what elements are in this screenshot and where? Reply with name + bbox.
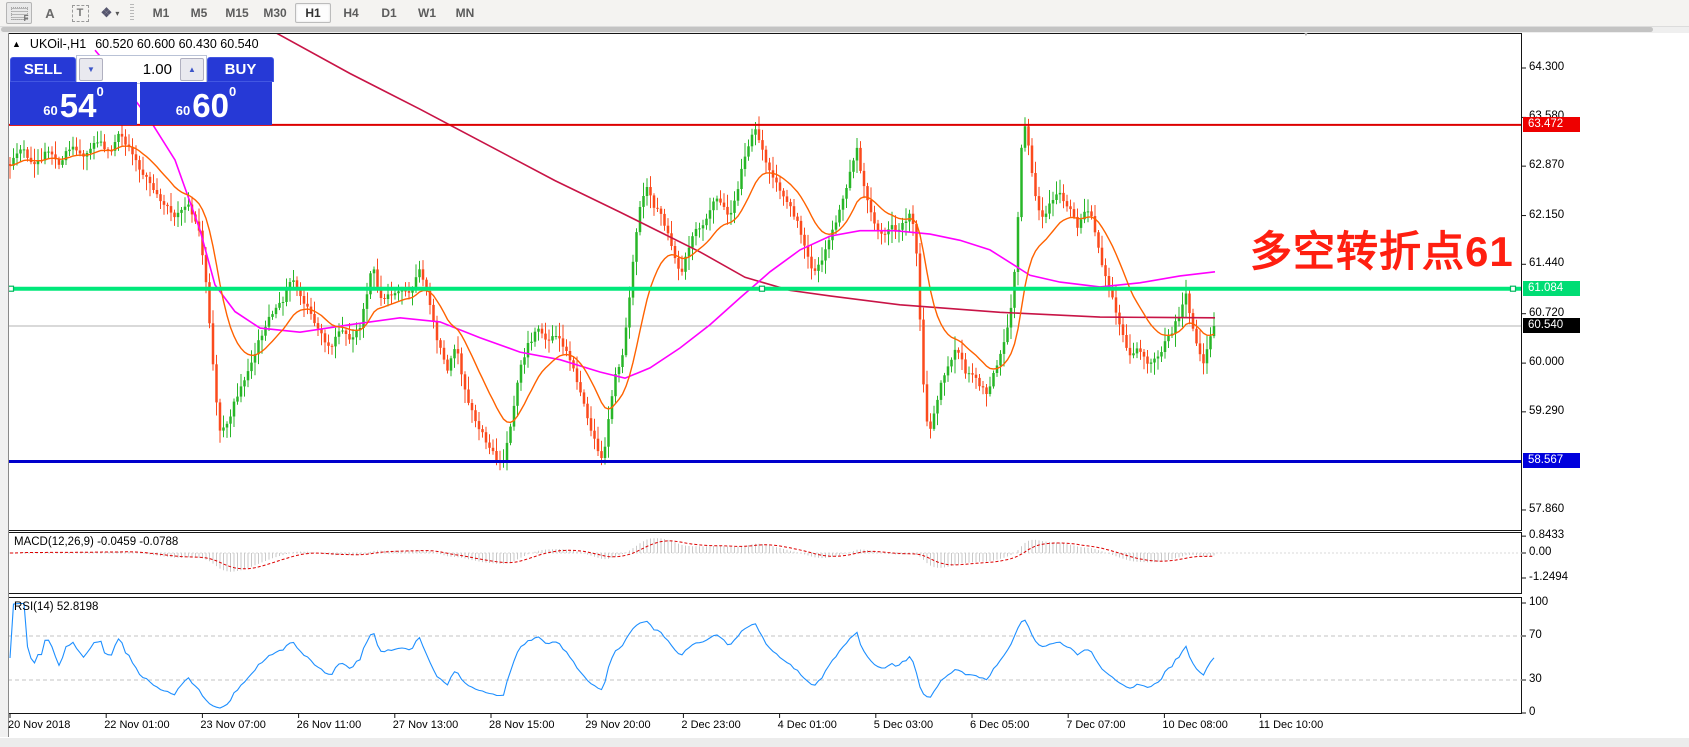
buy-price-main: 60 xyxy=(192,87,229,124)
buy-price-pip: 0 xyxy=(228,84,237,99)
toolbar-drag-handle[interactable] xyxy=(130,4,134,22)
scrollbar-thumb[interactable] xyxy=(1,27,1653,32)
macd-indicator-label: MACD(12,26,9) -0.0459 -0.0788 xyxy=(14,536,179,548)
timeframe-button-H1[interactable]: H1 xyxy=(295,3,331,23)
timeframe-button-W1[interactable]: W1 xyxy=(418,6,436,20)
one-click-trading-panel: SELL ▼ 1.00 ▲ BUY 60 54 0 60 60 0 xyxy=(10,55,274,125)
timeframe-button-M30[interactable]: M30 xyxy=(263,6,287,20)
sell-price-pip: 0 xyxy=(96,84,104,99)
timeframe-button-M1[interactable]: M1 xyxy=(152,6,170,20)
objects-icon[interactable]: ❖ ▾ xyxy=(98,3,122,23)
indicator-window-icon[interactable]: F xyxy=(6,2,32,24)
buy-price-button[interactable]: 60 60 0 xyxy=(140,82,272,125)
rsi-indicator-label: RSI(14) 52.8198 xyxy=(14,601,99,613)
objects-glyph: ❖ xyxy=(100,5,113,20)
buy-button[interactable]: BUY xyxy=(207,57,274,82)
chart-title: ▲ UKOil-,H1 60.520 60.600 60.430 60.540 xyxy=(12,37,259,51)
buy-price-prefix: 60 xyxy=(175,103,191,118)
timeframe-button-MN[interactable]: MN xyxy=(455,6,475,20)
timeframe-button-D1[interactable]: D1 xyxy=(381,6,397,20)
timeframe-button-H4[interactable]: H4 xyxy=(343,6,359,20)
window-bottom-edge xyxy=(0,738,1689,747)
window-left-edge xyxy=(0,33,9,737)
ohlc-values: 60.520 60.600 60.430 60.540 xyxy=(95,37,259,51)
sell-button[interactable]: SELL xyxy=(10,57,76,82)
timeframe-button-M5[interactable]: M5 xyxy=(190,6,208,20)
grid-icon: F xyxy=(10,6,29,23)
volume-decrease-button[interactable]: ▼ xyxy=(79,58,103,81)
text-tool-glyph: T xyxy=(71,4,89,22)
letter-a-icon[interactable]: A xyxy=(45,5,55,21)
timeframe-button-M15[interactable]: M15 xyxy=(225,6,249,20)
sell-price-prefix: 60 xyxy=(43,103,58,118)
text-box-icon[interactable]: T xyxy=(68,3,92,23)
volume-spinner: ▼ 1.00 ▲ xyxy=(76,55,207,84)
horizontal-scrollbar[interactable] xyxy=(0,26,1689,33)
sell-price-main: 54 xyxy=(59,87,97,124)
toolbar: F A T ❖ ▾ M1 M5 M15 M30 H1 H4 D1 W1 MN xyxy=(0,0,1689,27)
symbol-period-label: UKOil-,H1 xyxy=(29,37,87,51)
volume-input[interactable]: 1.00 xyxy=(142,61,172,78)
volume-increase-button[interactable]: ▲ xyxy=(180,58,204,81)
collapse-triangle-icon[interactable]: ▲ xyxy=(12,39,21,49)
annotation-text[interactable]: 多空转折点61 xyxy=(1250,228,1514,275)
chevron-down-icon[interactable]: ▾ xyxy=(115,8,120,18)
sell-price-button[interactable]: 60 54 0 xyxy=(10,82,137,125)
timeframe-group: M1 M5 M15 M30 H1 H4 D1 W1 MN xyxy=(142,3,484,23)
